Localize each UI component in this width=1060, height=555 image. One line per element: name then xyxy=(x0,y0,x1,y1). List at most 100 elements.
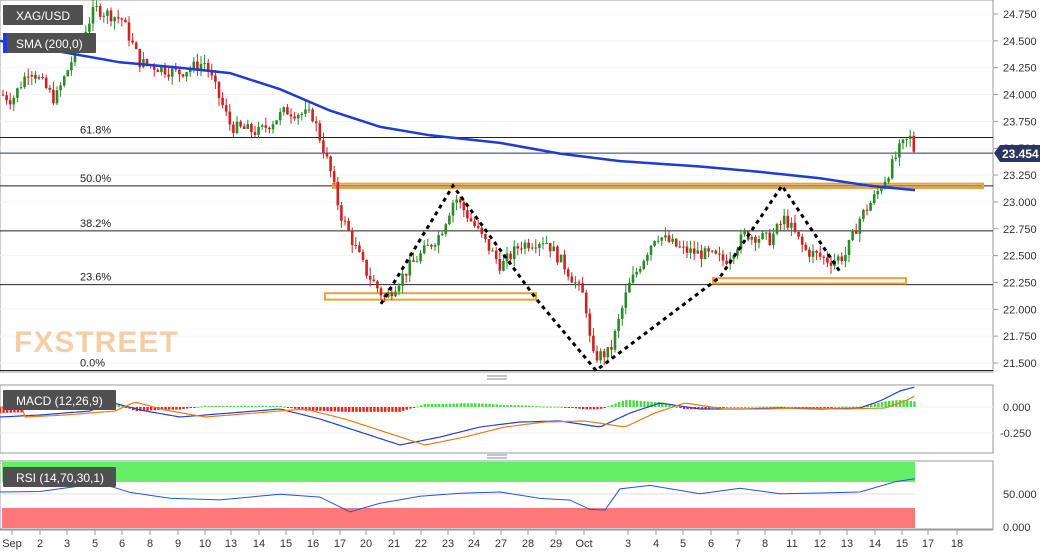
candle-body xyxy=(509,253,512,259)
macd-bar xyxy=(193,407,196,408)
candle-body xyxy=(793,222,797,232)
candle-body xyxy=(462,202,466,211)
time-tick-label: 24 xyxy=(468,538,480,550)
macd-bar xyxy=(866,405,869,407)
candle-body xyxy=(520,248,523,250)
candle-body xyxy=(617,318,620,332)
macd-bar xyxy=(639,400,642,407)
candle-body xyxy=(530,247,534,249)
macd-bar xyxy=(618,402,621,407)
macd-bar xyxy=(412,407,416,408)
macd-bar xyxy=(643,401,646,407)
macd-bar xyxy=(877,403,880,407)
candle-body xyxy=(30,74,34,77)
time-tick-label: 9 xyxy=(175,538,181,550)
candle-body xyxy=(124,19,127,23)
macd-bar xyxy=(214,405,218,407)
macd-bar xyxy=(556,406,560,408)
macd-bar xyxy=(758,406,761,408)
candle-body xyxy=(70,62,73,71)
candle-body xyxy=(649,245,653,255)
macd-bar xyxy=(373,407,376,412)
macd-bar xyxy=(524,405,527,407)
macd-bar xyxy=(290,407,293,409)
macd-bar xyxy=(160,407,164,410)
macd-bar xyxy=(902,400,905,407)
macd-bar xyxy=(513,405,516,407)
time-tick-label: 21 xyxy=(388,538,400,550)
macd-bar xyxy=(610,404,614,407)
macd-bar xyxy=(834,406,837,408)
macd-label: MACD (12,26,9) xyxy=(3,390,116,410)
macd-bar xyxy=(459,403,462,407)
candle-body xyxy=(116,17,120,19)
splitter-handle-1[interactable] xyxy=(487,375,507,380)
macd-bar xyxy=(520,405,524,407)
macd-bar xyxy=(535,406,538,408)
candle-body xyxy=(876,190,880,195)
watermark: FXSTREET xyxy=(14,326,179,359)
candle-body xyxy=(883,181,887,189)
candle-body xyxy=(440,233,444,236)
candle-body xyxy=(55,90,59,104)
macd-bar xyxy=(456,403,459,407)
candle-body xyxy=(700,250,703,259)
candle-body xyxy=(109,10,113,22)
candle-body xyxy=(469,218,473,222)
time-tick-label: 7 xyxy=(735,538,741,550)
zone-resistance xyxy=(332,182,984,189)
candle-body xyxy=(361,252,365,260)
candle-body xyxy=(34,74,37,79)
candle-body xyxy=(808,249,811,257)
macd-signal-line xyxy=(0,395,915,446)
candle-body xyxy=(250,124,253,133)
macd-bar xyxy=(729,407,732,408)
macd-bar xyxy=(636,400,639,407)
macd-bar xyxy=(830,407,833,408)
macd-bar xyxy=(211,405,214,407)
candle-body xyxy=(52,89,55,104)
candle-body xyxy=(260,125,264,127)
candle-body xyxy=(534,247,538,249)
macd-bar xyxy=(254,405,257,407)
macd-bar xyxy=(621,400,624,407)
candle-body xyxy=(88,23,91,32)
macd-bar xyxy=(348,407,351,412)
candle-body xyxy=(210,71,214,76)
candle-body xyxy=(757,238,761,243)
macd-bar xyxy=(873,403,876,407)
candle-body xyxy=(401,273,404,286)
macd-bar xyxy=(614,403,617,407)
fib-label: 50.0% xyxy=(80,173,111,185)
candle-body xyxy=(145,59,149,65)
candle-body xyxy=(620,307,624,319)
candle-body xyxy=(901,139,905,144)
candle-body xyxy=(786,215,790,228)
splitter-handle-2[interactable] xyxy=(487,454,507,459)
candle-body xyxy=(19,87,23,89)
candle-body xyxy=(304,109,307,114)
rsi-line xyxy=(0,478,916,513)
candle-body xyxy=(138,48,142,68)
macd-bar xyxy=(787,406,790,408)
candle-body xyxy=(102,15,106,17)
rsi-tick-1: 0.000 xyxy=(1003,522,1031,534)
macd-bar xyxy=(142,407,146,411)
macd-bar xyxy=(452,403,455,407)
macd-bar xyxy=(261,405,264,407)
macd-bar xyxy=(362,407,365,412)
candle-body xyxy=(718,253,721,255)
candle-body xyxy=(192,61,196,69)
candle-body xyxy=(278,112,282,121)
candles xyxy=(1,0,916,366)
time-tick-label: 14 xyxy=(253,538,265,550)
macd-bar xyxy=(222,405,225,407)
time-tick-label: 17 xyxy=(334,538,346,550)
candle-body xyxy=(862,209,865,219)
candle-body xyxy=(408,260,412,276)
macd-bar xyxy=(171,407,174,410)
macd-bar xyxy=(600,407,603,409)
candle-body xyxy=(599,351,602,361)
macd-bar xyxy=(708,407,711,409)
macd-bar xyxy=(355,407,358,412)
